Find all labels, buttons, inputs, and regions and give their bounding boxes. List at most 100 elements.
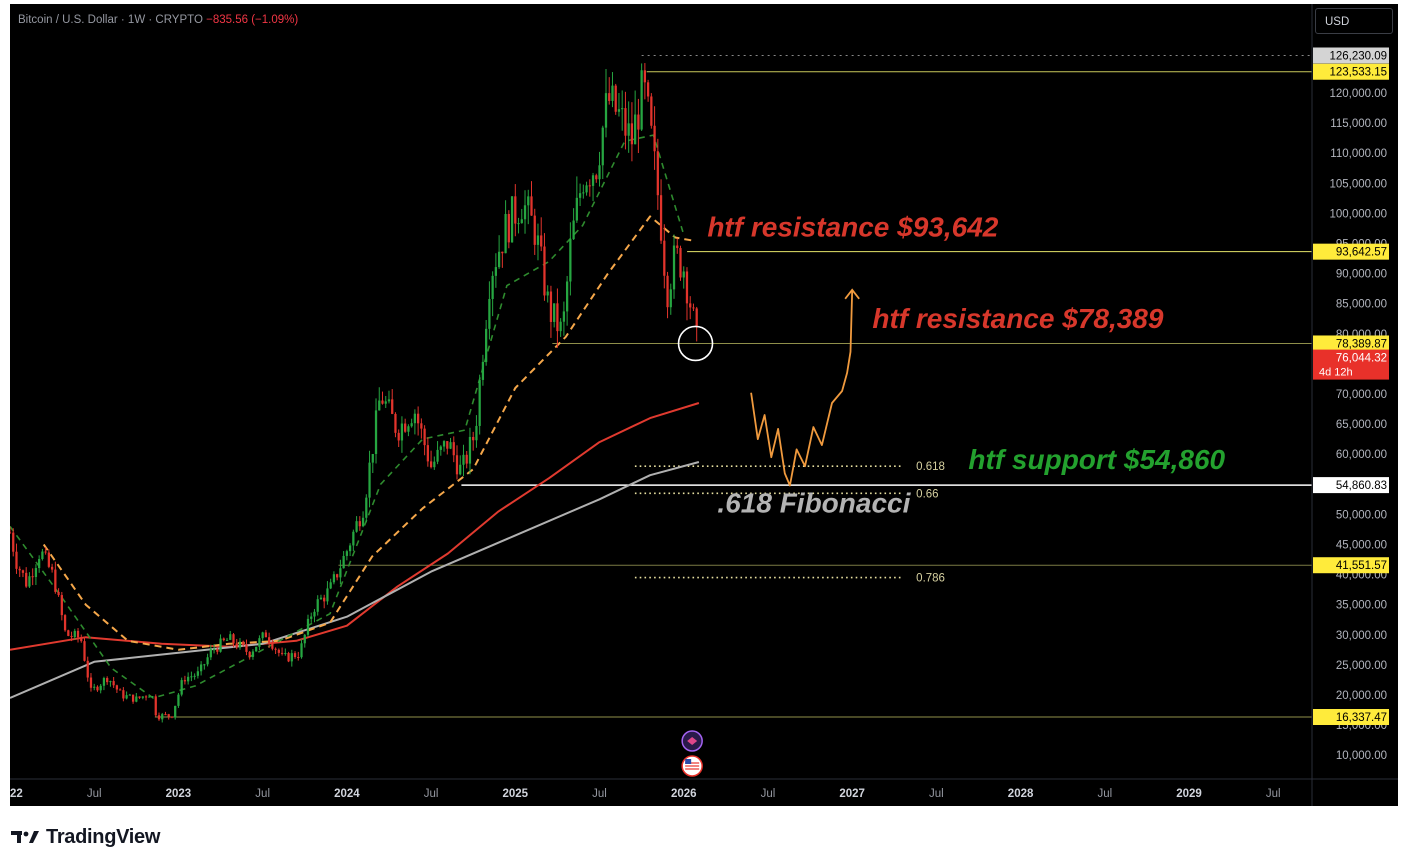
tradingview-brand[interactable]: TradingView [10,824,160,850]
candle-body [271,642,274,649]
candle-body [196,671,200,676]
candle-body [624,108,627,136]
level-badge-label: 123,533.15 [1329,67,1387,79]
candle-body [199,664,203,672]
candle-body [520,219,523,224]
candle-body [472,436,475,441]
candle-body [352,531,355,546]
candle-body [407,426,410,432]
time-tick-label: Jul [1266,788,1281,800]
candle-body [404,423,407,432]
candle-body [50,566,54,570]
candle-body [368,462,371,498]
candle-body [546,291,549,296]
candle-body [209,649,212,658]
time-tick-label: 2024 [334,788,360,800]
candle-body [34,568,38,578]
price-tick-label: 85,000.00 [1336,299,1387,311]
candle-body [161,714,164,720]
candle-body [89,677,93,688]
candle-body [229,634,232,640]
candle-body [595,175,598,180]
annotation-fib: .618 Fibonacci [717,488,911,519]
candle-body [284,653,287,655]
candle-body [54,569,57,592]
price-chart[interactable]: 0.618 0.66 0.786 htf resistance $93,642 htf… [10,4,1398,806]
candle-body [553,303,556,322]
candle-body [180,680,183,695]
moving-average-orange [42,215,693,651]
candle-body [339,568,342,578]
time-tick-label: Jul [424,788,439,800]
candle-body [80,637,83,642]
candle-body [540,235,543,247]
candle-body [504,214,507,254]
candle-body [144,696,148,698]
candle-body [543,246,546,296]
candle-body [653,125,656,152]
candle-body [514,196,517,224]
candle-body [410,423,413,427]
candle-body [255,646,258,652]
candle-body [462,454,465,465]
time-tick-label: 2026 [671,788,697,800]
candle-body [242,641,245,645]
candle-body [575,197,578,221]
candle-body [63,615,67,631]
currency-button[interactable]: USD [1315,8,1393,34]
candle-body [310,616,313,619]
candle-body [21,570,25,573]
candle-body [258,638,261,647]
candle-body [300,643,303,658]
candle-body [491,275,494,299]
level-badge [1313,47,1389,64]
candle-body [76,630,80,638]
candle-body [138,696,141,698]
candle-body [682,271,685,278]
candle-body [25,572,28,587]
candle-body [361,517,365,527]
fib-ratio-label: 0.786 [916,573,945,585]
candle-body [510,196,514,243]
price-tick-label: 60,000.00 [1336,449,1387,461]
candle-body [381,400,384,404]
candle-body [455,455,459,475]
candle-body [183,680,187,682]
candle-body [216,649,219,652]
candle-body [235,643,238,648]
candle-body [297,657,300,659]
chart-panel[interactable]: 0.618 0.66 0.786 htf resistance $93,642 htf… [10,4,1398,806]
tradingview-logo-icon [11,831,39,843]
time-tick-label: Jul [255,788,270,800]
candle-body [157,715,161,720]
candle-body [316,599,319,612]
flag-canton [685,759,692,764]
candle-body [274,648,277,650]
candle-body [287,653,290,662]
candle-body [44,551,47,553]
candle-body [323,597,326,602]
projection-path [750,289,854,487]
candle-body [611,85,614,101]
candle-body [387,399,391,402]
candle-body [96,686,99,691]
candle-body [206,657,209,665]
candle-body [38,559,41,569]
price-tick-label: 50,000.00 [1336,509,1387,521]
candle-body [15,551,18,569]
symbol-title: Bitcoin / U.S. Dollar · 1W · CRYPTO [18,14,203,26]
candle-body [290,653,293,662]
candle-body [122,690,125,699]
candle-body [125,695,128,699]
candle-body [676,245,679,249]
candle-body [663,240,666,276]
candle-body [433,461,436,468]
price-tick-label: 20,000.00 [1336,690,1387,702]
candle-body [523,205,527,220]
candle-body [572,220,575,240]
candle-body [355,521,358,532]
candle-body [193,675,196,677]
time-tick-label: 2023 [166,788,192,800]
candle-body [517,223,520,225]
level-badge-label: 93,642.57 [1336,247,1387,259]
